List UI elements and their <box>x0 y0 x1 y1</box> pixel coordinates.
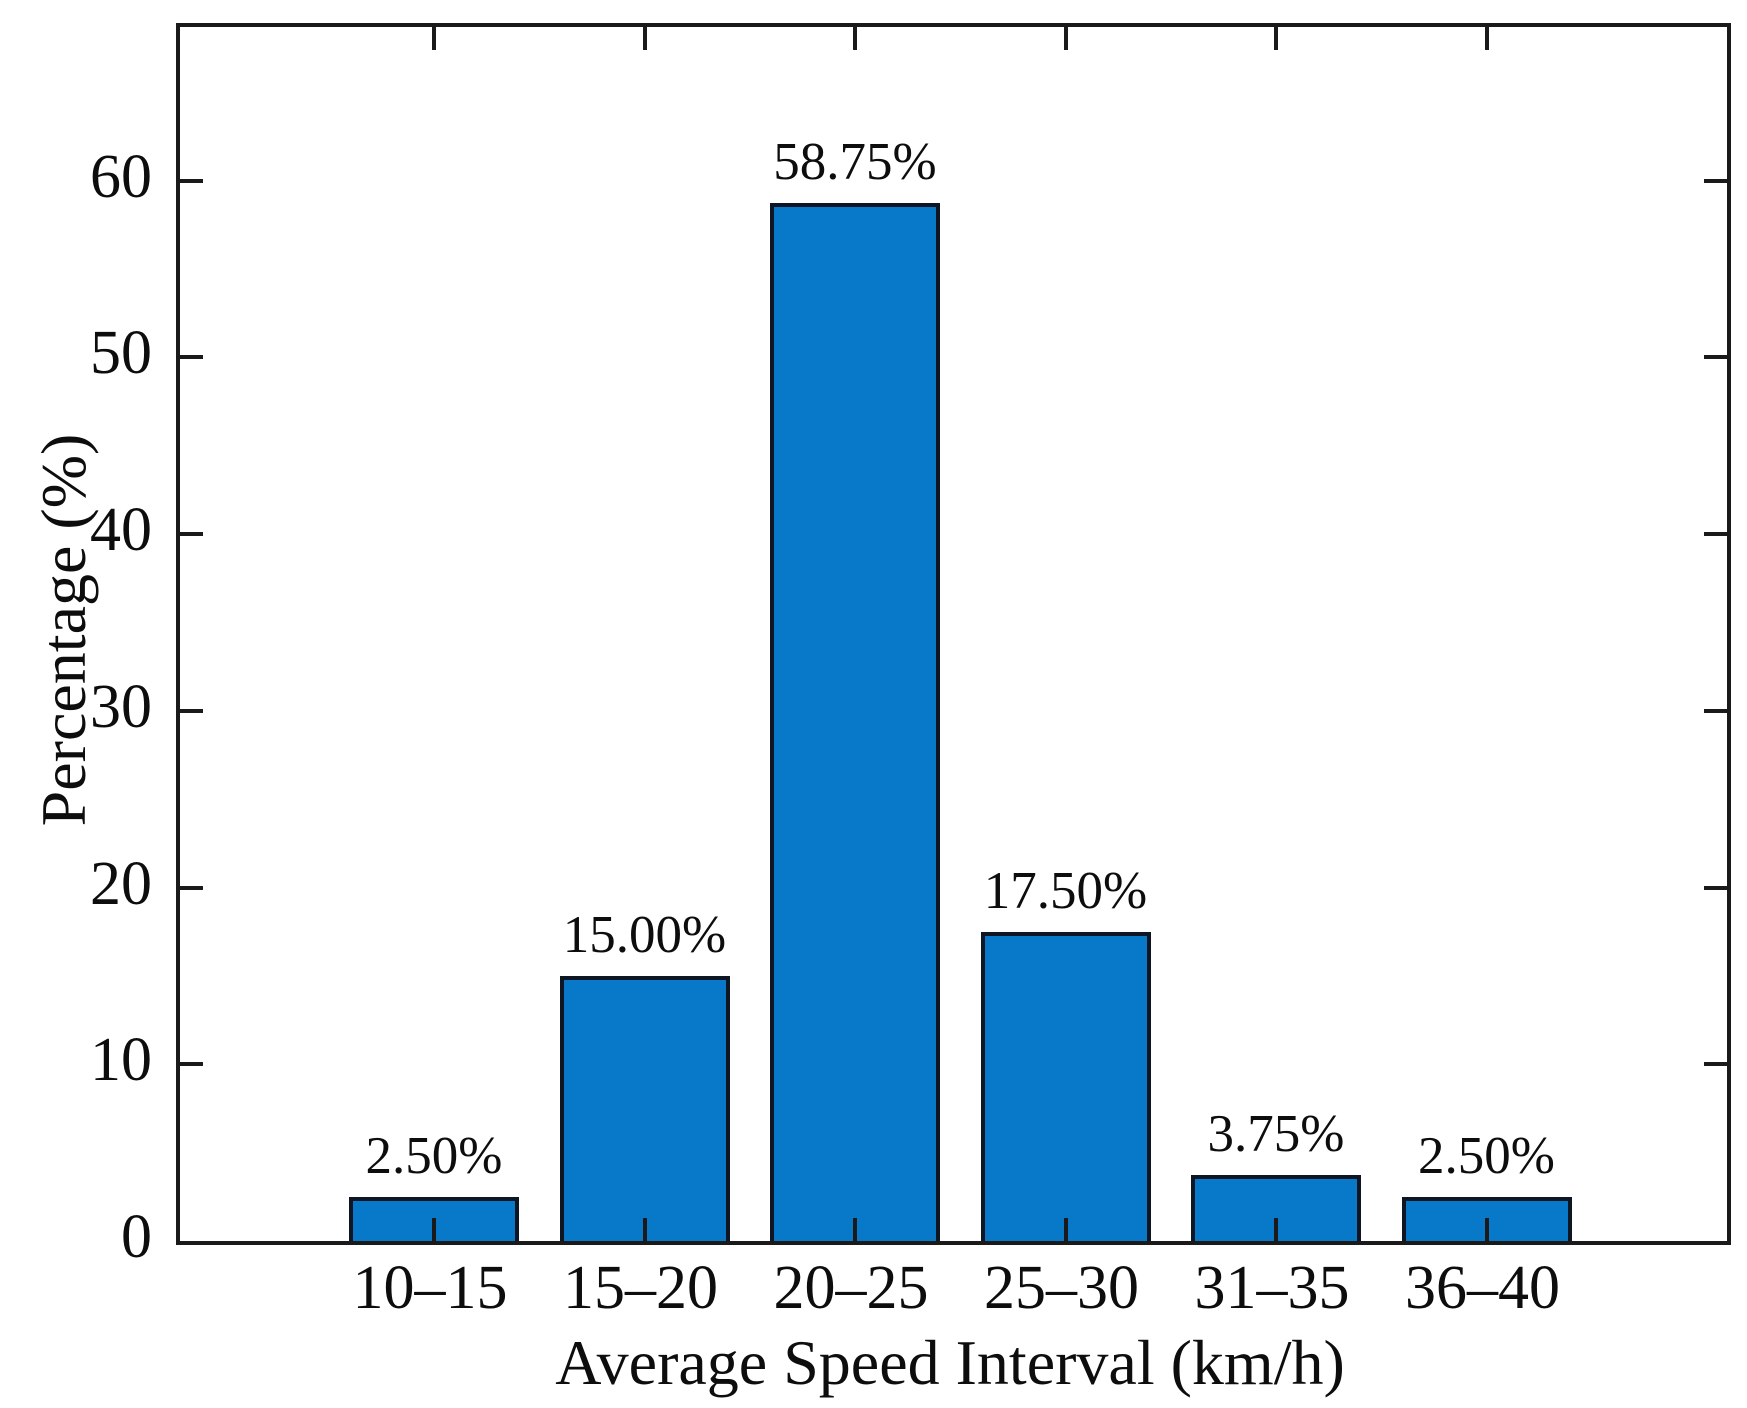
y-tick-mark-left <box>180 885 203 890</box>
x-tick-mark-bottom <box>1063 1218 1068 1241</box>
bar-value-label: 2.50% <box>1418 1126 1555 1185</box>
x-tick-mark-top <box>1274 27 1278 50</box>
y-tick-mark-right <box>1704 885 1727 890</box>
y-tick-mark-right <box>1704 178 1727 183</box>
y-tick-mark-right <box>1704 355 1727 360</box>
y-tick-label: 30 <box>90 672 152 741</box>
bar-value-label: 58.75% <box>773 132 937 191</box>
x-tick-label: 31–35 <box>1194 1254 1350 1322</box>
y-tick-mark-right <box>1704 1062 1727 1067</box>
x-tick-mark-bottom <box>432 1218 436 1241</box>
x-tick-mark-top <box>853 27 857 50</box>
plot-area: 2.50% 15.00% 58.75% 17.50% 3.75% 2.50% <box>176 23 1731 1245</box>
x-axis-title: Average Speed Interval (km/h) <box>555 1327 1345 1398</box>
y-tick-mark-left <box>180 532 203 537</box>
y-axis-title: Percentage (%) <box>28 433 99 827</box>
y-tick-label: 40 <box>90 496 152 565</box>
x-tick-label: 25–30 <box>984 1254 1139 1322</box>
x-tick-mark-bottom <box>853 1218 857 1241</box>
y-tick-mark-left <box>180 178 203 183</box>
bar-value-label: 3.75% <box>1207 1104 1345 1163</box>
x-tick-label: 15–20 <box>563 1254 718 1322</box>
bar <box>980 931 1151 1241</box>
y-tick-mark-right <box>1704 708 1727 713</box>
x-tick-mark-top <box>642 27 647 50</box>
bar <box>770 202 940 1241</box>
bar <box>559 975 730 1241</box>
y-tick-mark-left <box>180 355 203 360</box>
x-tick-mark-top <box>1063 27 1068 50</box>
bar-value-label: 15.00% <box>562 905 727 964</box>
y-tick-mark-right <box>1704 532 1727 537</box>
x-tick-label: 10–15 <box>352 1254 508 1322</box>
y-tick-mark-left <box>180 708 203 713</box>
bar-value-label: 2.50% <box>365 1126 503 1185</box>
y-tick-label: 60 <box>90 142 152 211</box>
x-tick-mark-top <box>432 27 436 50</box>
bar-value-label: 17.50% <box>983 861 1148 920</box>
x-tick-mark-bottom <box>1484 1218 1489 1241</box>
x-tick-label: 36–40 <box>1405 1254 1560 1322</box>
y-tick-mark-left <box>180 1062 203 1067</box>
x-tick-mark-bottom <box>1274 1218 1278 1241</box>
y-tick-label: 50 <box>90 319 152 388</box>
y-tick-label: 0 <box>121 1203 152 1271</box>
x-tick-mark-top <box>1484 27 1489 50</box>
y-tick-label: 20 <box>90 849 152 918</box>
x-tick-mark-bottom <box>642 1218 647 1241</box>
x-tick-label: 20–25 <box>773 1254 929 1322</box>
y-tick-label: 10 <box>90 1026 152 1095</box>
